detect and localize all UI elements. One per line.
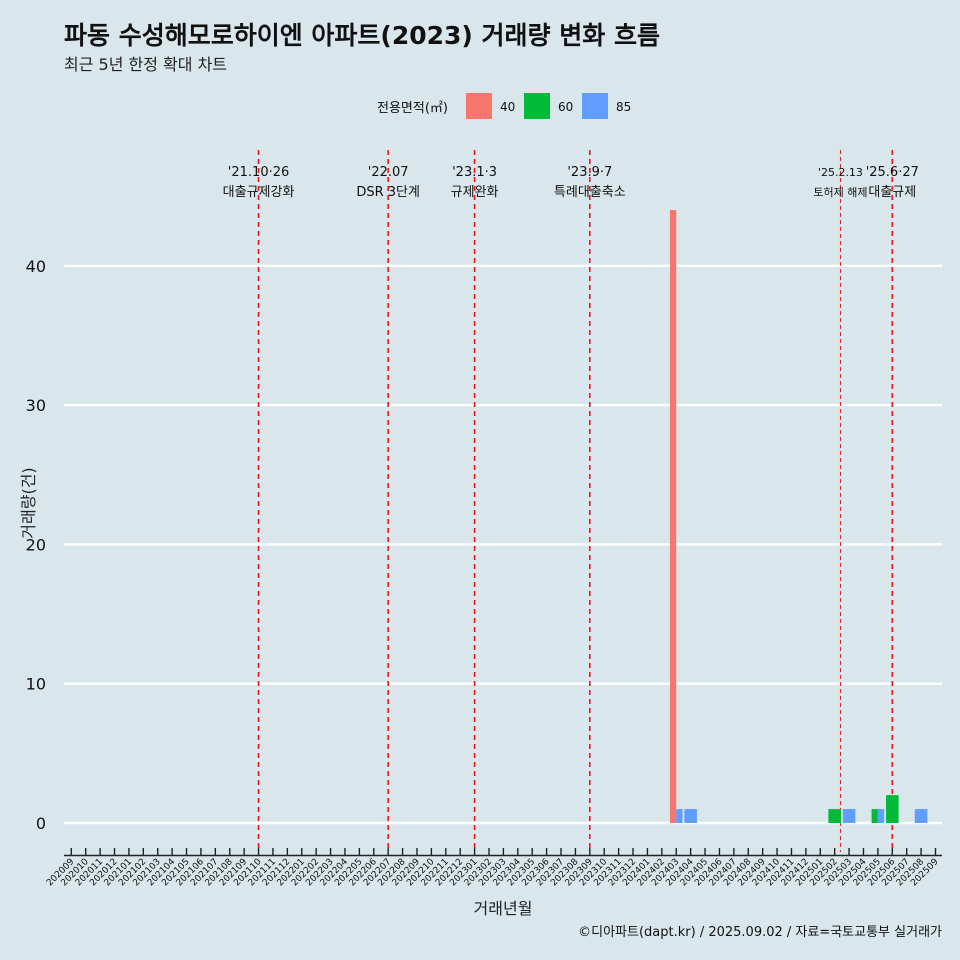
bar-40-202403: [669, 210, 677, 823]
event-date-4: '25.2.13: [818, 166, 863, 179]
y-axis-ticks: 0 10 20 30 40: [26, 257, 46, 833]
bar-85-202503: [842, 809, 856, 823]
legend-title: 전용면적(㎡): [377, 101, 448, 116]
x-axis: 2020092020102020112020122021012021022021…: [45, 848, 942, 888]
event-label-1: DSR 3단계: [356, 185, 420, 200]
y-axis-label: 거래량(건): [19, 467, 38, 538]
x-axis-label: 거래년월: [474, 899, 533, 918]
event-label-3: 특례대출축소: [554, 185, 626, 200]
chart-title: 파동 수성해모로하이엔 아파트(2023) 거래량 변화 흐름: [64, 21, 660, 50]
y-tick-label-0: 0: [36, 814, 46, 833]
chart-subtitle: 최근 5년 한정 확대 차트: [64, 55, 227, 74]
event-markers: '21.10·26 대출규제강화 '22.07 DSR 3단계 '23.1·3 규제완화 '…: [223, 150, 919, 852]
bar-60-202502: [828, 809, 841, 823]
legend-swatch-40: [466, 93, 492, 119]
y-gridlines: [64, 264, 942, 825]
event-date-2: '23.1·3: [452, 165, 497, 180]
event-date-1: '22.07: [368, 165, 409, 180]
y-tick-label-40: 40: [26, 257, 46, 276]
event-label-4: 토허제 해제: [813, 185, 867, 199]
bars: [669, 210, 928, 823]
legend-swatch-60: [524, 93, 550, 119]
event-label-5: 대출규제: [868, 185, 916, 200]
legend-label-40: 40: [500, 100, 515, 114]
bar-85-202404: [684, 809, 697, 823]
event-label-0: 대출규제강화: [223, 185, 295, 200]
event-date-5: '25.6·27: [866, 165, 919, 180]
event-date-3: '23.9·7: [567, 165, 612, 180]
bar-85-202508: [914, 809, 928, 823]
caption: ©디아파트(dapt.kr) / 2025.09.02 / 자료=국토교통부 실…: [578, 925, 942, 940]
bar-60-202506: [885, 795, 899, 823]
legend-swatch-85: [582, 93, 608, 119]
event-label-2: 규제완화: [451, 185, 499, 200]
bar-85-202403: [676, 809, 683, 823]
y-tick-label-20: 20: [26, 535, 46, 554]
legend-label-85: 85: [616, 100, 631, 114]
legend: 전용면적(㎡) 40 60 85: [377, 93, 631, 119]
y-tick-label-30: 30: [26, 396, 46, 415]
bar-60-202505: [871, 809, 878, 823]
legend-label-60: 60: [558, 100, 573, 114]
bar-85-202505: [877, 809, 885, 823]
event-date-0: '21.10·26: [228, 165, 289, 180]
y-tick-label-10: 10: [26, 675, 46, 694]
